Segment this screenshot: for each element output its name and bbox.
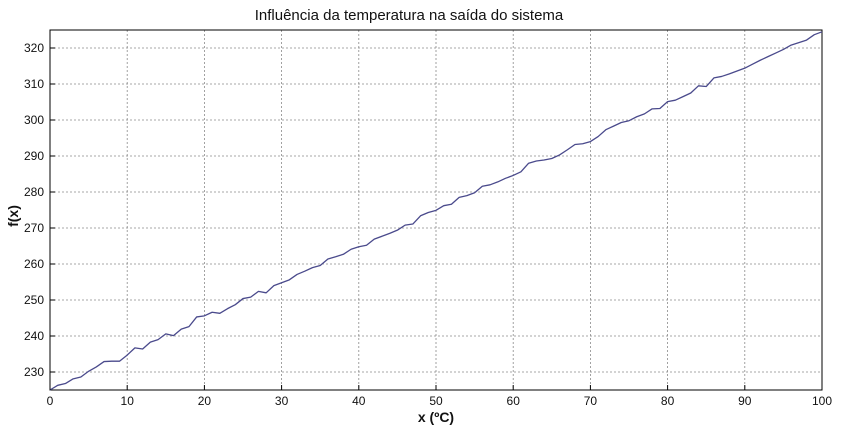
y-tick-label: 320 bbox=[24, 41, 44, 55]
x-tick-label: 20 bbox=[198, 394, 212, 408]
y-tick-label: 290 bbox=[24, 149, 44, 163]
y-tick-label: 270 bbox=[24, 221, 44, 235]
y-tick-label: 240 bbox=[24, 329, 44, 343]
x-tick-label: 90 bbox=[738, 394, 752, 408]
x-tick-label: 0 bbox=[47, 394, 54, 408]
x-tick-label: 60 bbox=[507, 394, 521, 408]
x-tick-label: 50 bbox=[429, 394, 443, 408]
y-tick-label: 260 bbox=[24, 257, 44, 271]
x-axis-label: x (ºC) bbox=[418, 409, 454, 425]
x-tick-label: 40 bbox=[352, 394, 366, 408]
y-tick-label: 230 bbox=[24, 365, 44, 379]
y-tick-label: 310 bbox=[24, 77, 44, 91]
y-tick-label: 280 bbox=[24, 185, 44, 199]
series-line bbox=[49, 31, 823, 391]
series-layer bbox=[49, 31, 823, 391]
x-tick-label: 70 bbox=[584, 394, 598, 408]
y-tick-label: 250 bbox=[24, 293, 44, 307]
chart-title: Influência da temperatura na saída do si… bbox=[255, 7, 564, 24]
axis-ticks: 0 10 20 30 40 50 60 70 80 90 100 230 240 250 260 270 280… bbox=[24, 41, 832, 408]
x-tick-label: 80 bbox=[661, 394, 675, 408]
x-tick-label: 10 bbox=[121, 394, 135, 408]
y-axis-label: f(x) bbox=[5, 205, 21, 227]
x-tick-label: 100 bbox=[812, 394, 832, 408]
x-tick-label: 30 bbox=[275, 394, 289, 408]
grid-lines bbox=[50, 30, 822, 390]
y-tick-label: 300 bbox=[24, 113, 44, 127]
